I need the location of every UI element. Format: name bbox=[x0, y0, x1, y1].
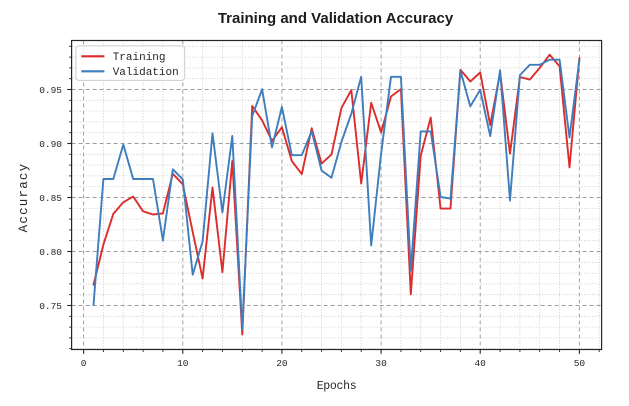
svg-text:Training and Validation Accura: Training and Validation Accuracy bbox=[218, 10, 454, 27]
svg-text:Training: Training bbox=[113, 52, 166, 64]
svg-text:0: 0 bbox=[81, 358, 87, 369]
svg-text:30: 30 bbox=[375, 358, 387, 369]
svg-text:50: 50 bbox=[574, 358, 586, 369]
svg-text:Validation: Validation bbox=[113, 67, 179, 79]
svg-text:0.75: 0.75 bbox=[39, 301, 62, 312]
svg-text:40: 40 bbox=[474, 358, 486, 369]
svg-text:0.85: 0.85 bbox=[39, 193, 62, 204]
svg-text:0.80: 0.80 bbox=[39, 247, 62, 258]
svg-text:0.90: 0.90 bbox=[39, 139, 62, 150]
svg-text:0.95: 0.95 bbox=[39, 85, 62, 96]
svg-text:Accuracy: Accuracy bbox=[17, 163, 31, 233]
svg-text:20: 20 bbox=[276, 358, 288, 369]
svg-text:10: 10 bbox=[177, 358, 189, 369]
svg-text:Epochs: Epochs bbox=[317, 380, 357, 393]
